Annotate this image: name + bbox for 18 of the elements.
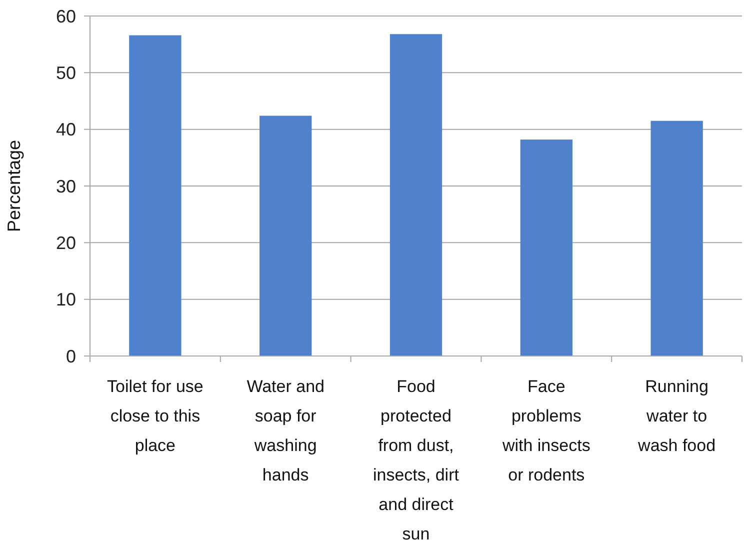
y-tick-label: 40	[56, 120, 76, 140]
bar	[390, 34, 442, 356]
y-axis-title: Percentage	[4, 140, 24, 232]
y-tick-label: 30	[56, 176, 76, 196]
bar	[520, 140, 572, 356]
bar	[129, 35, 182, 356]
x-tick-label: Food protected from dust, insects, dirt and direct sun	[373, 377, 460, 544]
bar	[260, 116, 312, 356]
y-tick-label: 20	[56, 232, 76, 253]
x-tick-label: Water and soap for washing hands	[246, 377, 324, 484]
x-tick-label: Face problems with insects or rodents	[501, 377, 590, 484]
y-tick-label: 50	[56, 62, 76, 83]
x-tick-label: Running water to wash food	[637, 377, 716, 455]
x-tick-label: Toilet for use close to this place	[107, 377, 204, 455]
y-tick-label: 10	[56, 290, 76, 310]
y-tick-label: 60	[56, 6, 76, 26]
bar	[650, 120, 703, 356]
y-tick-label: 0	[66, 346, 76, 366]
